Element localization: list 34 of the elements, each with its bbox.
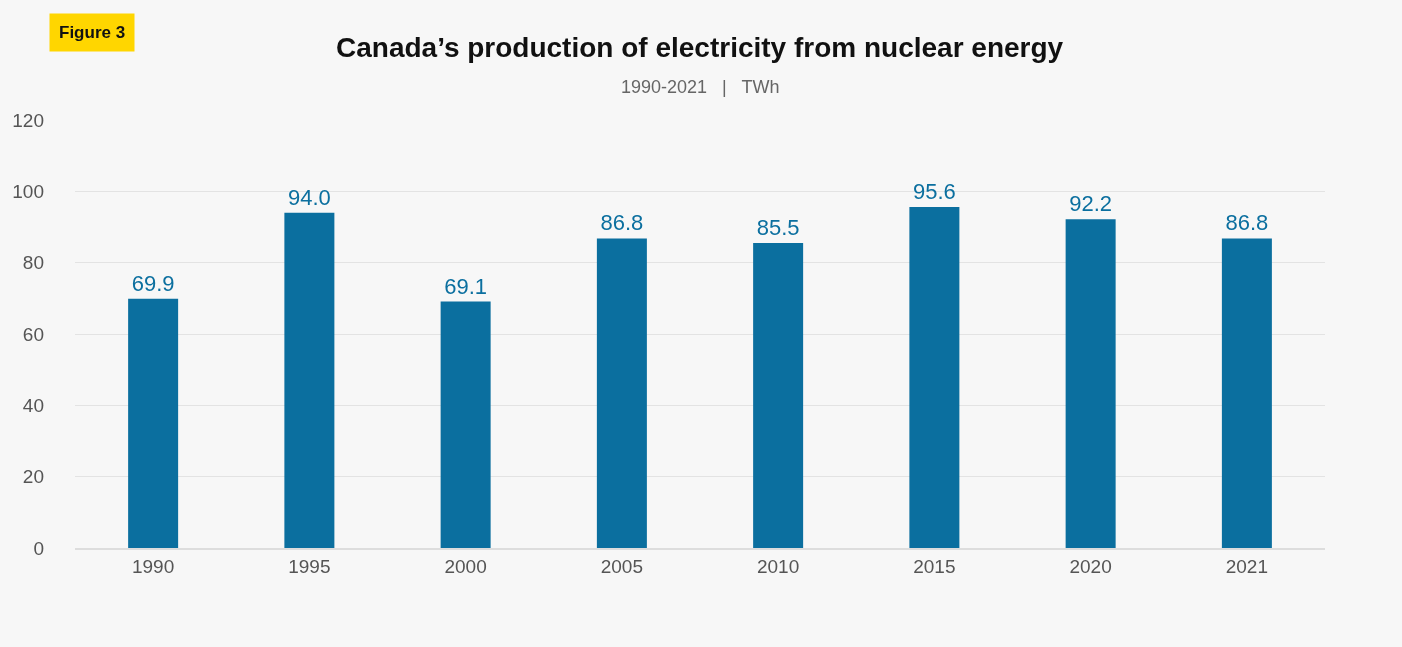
chart-title: Canada’s production of electricity from nuclear energy xyxy=(336,32,1064,63)
x-tick-label: 2021 xyxy=(1225,555,1269,577)
bar xyxy=(753,243,804,548)
data-label: 94.0 xyxy=(287,184,331,210)
chart-subtitle: 1990-2021 | TWh xyxy=(621,77,780,97)
bar xyxy=(596,238,647,548)
data-label: 69.9 xyxy=(131,270,175,296)
y-tick-label: 120 xyxy=(12,109,44,131)
data-label: 69.1 xyxy=(444,273,488,299)
caption: Figure 3 xyxy=(59,23,126,42)
x-tick-label: 2010 xyxy=(756,555,800,577)
data-label: 95.6 xyxy=(912,179,956,205)
x-tick-label: 1990 xyxy=(131,555,175,577)
bar xyxy=(284,212,335,548)
bar xyxy=(1221,238,1272,548)
bar xyxy=(128,298,179,548)
y-tick-label: 80 xyxy=(22,252,44,274)
y-tick-label: 60 xyxy=(22,323,44,345)
x-tick-label: 2015 xyxy=(913,555,956,577)
y-tick-label: 20 xyxy=(22,466,44,488)
data-label: 86.8 xyxy=(600,210,644,236)
x-tick-label: 2000 xyxy=(444,555,487,577)
y-tick-label: 0 xyxy=(33,537,44,559)
data-label: 85.5 xyxy=(756,215,800,241)
bar xyxy=(1065,219,1116,548)
data-label: 86.8 xyxy=(1225,210,1269,236)
x-tick-label: 1995 xyxy=(288,555,331,577)
x-tick-label: 2020 xyxy=(1069,555,1112,577)
bar xyxy=(440,301,491,548)
data-label: 92.2 xyxy=(1069,191,1113,217)
y-tick-label: 100 xyxy=(12,180,44,202)
x-tick-label: 2005 xyxy=(600,555,644,577)
y-tick-label: 40 xyxy=(22,394,44,416)
bar xyxy=(909,207,960,548)
